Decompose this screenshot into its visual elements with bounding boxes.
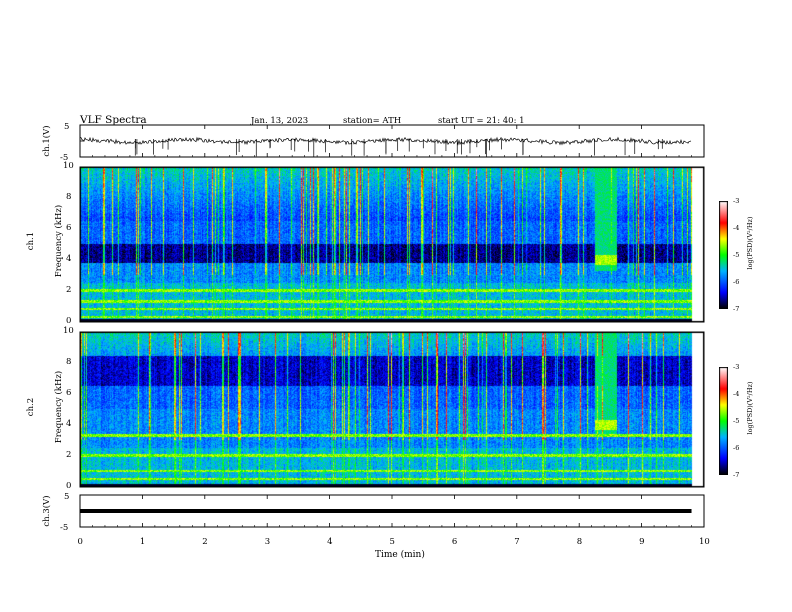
- x-tick-label: 9: [639, 537, 645, 547]
- start-time-label: start UT = 21: 40: 1: [438, 116, 525, 126]
- colorbar-tick-label: -5: [733, 417, 740, 425]
- ch2-freq-tick-label: 6: [66, 388, 72, 398]
- ch2-freq-tick-label: 4: [66, 419, 72, 429]
- ch2-freq-tick-label: 8: [66, 357, 72, 367]
- ch1-ymax-tick: 5: [64, 122, 70, 132]
- date-label: Jan. 13, 2023: [251, 116, 309, 126]
- colorbar-tick-label: -7: [733, 471, 740, 479]
- colorbar-tick-label: -4: [733, 390, 740, 398]
- colorbar-tick-label: -4: [733, 224, 740, 232]
- colorbar-tick-label: -7: [733, 305, 740, 313]
- x-tick-label: 4: [327, 537, 333, 547]
- x-tick-label: 1: [139, 537, 146, 547]
- ch3-ymin-tick: -5: [60, 523, 69, 533]
- ch3-ymax-tick: 5: [64, 492, 70, 502]
- x-tick-label: 3: [264, 537, 271, 547]
- ch1-spectrogram: [80, 167, 704, 322]
- ch1-freq-tick-label: 4: [66, 254, 72, 264]
- colorbar-tick-label: -3: [733, 363, 740, 371]
- colorbar-tick-label: -6: [733, 444, 740, 452]
- ch2-freq-tick-label: 2: [66, 450, 72, 460]
- x-axis-label: Time (min): [375, 550, 425, 560]
- ch2-freq-tick-label: 10: [63, 326, 74, 336]
- ch2-spectrogram: [80, 332, 704, 487]
- x-tick-label: 8: [576, 537, 583, 547]
- x-tick-label: 7: [514, 537, 520, 547]
- x-tick-label: 0: [77, 537, 83, 547]
- ch1-ymin-tick: -5: [60, 153, 69, 163]
- ch1-freq-tick-label: 8: [66, 192, 72, 202]
- x-tick-label: 6: [451, 537, 458, 547]
- chart-title: VLF Spectra: [80, 114, 147, 126]
- colorbar-tick-label: -5: [733, 251, 740, 259]
- ch2-freq-tick-label: 0: [66, 481, 72, 491]
- colorbar-2: [719, 367, 728, 475]
- ch1-freq-tick-label: 2: [66, 285, 72, 295]
- colorbar-tick-label: -6: [733, 278, 740, 286]
- x-tick-label: 5: [389, 537, 395, 547]
- x-tick-label: 2: [202, 537, 208, 547]
- ch1-freq-tick-label: 0: [66, 316, 72, 326]
- colorbar-tick-label: -3: [733, 197, 740, 205]
- ch1-freq-tick-label: 6: [66, 223, 72, 233]
- colorbar-1: [719, 201, 728, 309]
- station-label: station= ATH: [343, 116, 402, 126]
- ch1-freq-tick-label: 10: [63, 161, 74, 171]
- x-tick-label: 10: [699, 537, 710, 547]
